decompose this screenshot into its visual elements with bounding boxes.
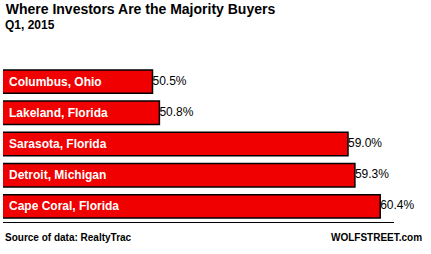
- svg-text:59.0%: 59.0%: [348, 136, 382, 150]
- svg-text:60.4%: 60.4%: [380, 198, 414, 212]
- svg-text:Columbus, Ohio: Columbus, Ohio: [9, 75, 102, 89]
- svg-text:50.8%: 50.8%: [159, 105, 193, 119]
- svg-text:59.3%: 59.3%: [355, 167, 389, 181]
- svg-text:Source of data: RealtyTrac: Source of data: RealtyTrac: [5, 232, 132, 243]
- svg-text:Lakeland, Florida: Lakeland, Florida: [9, 106, 108, 120]
- svg-text:Sarasota, Florida: Sarasota, Florida: [9, 137, 107, 151]
- svg-text:WOLFSTREET.com: WOLFSTREET.com: [331, 232, 422, 243]
- svg-text:Where Investors Are the Majori: Where Investors Are the Majority Buyers: [6, 1, 276, 17]
- svg-text:Cape Coral, Florida: Cape Coral, Florida: [9, 199, 119, 213]
- svg-text:50.5%: 50.5%: [153, 74, 187, 88]
- svg-text:Detroit, Michigan: Detroit, Michigan: [9, 168, 106, 182]
- svg-text:Q1, 2015: Q1, 2015: [5, 18, 55, 32]
